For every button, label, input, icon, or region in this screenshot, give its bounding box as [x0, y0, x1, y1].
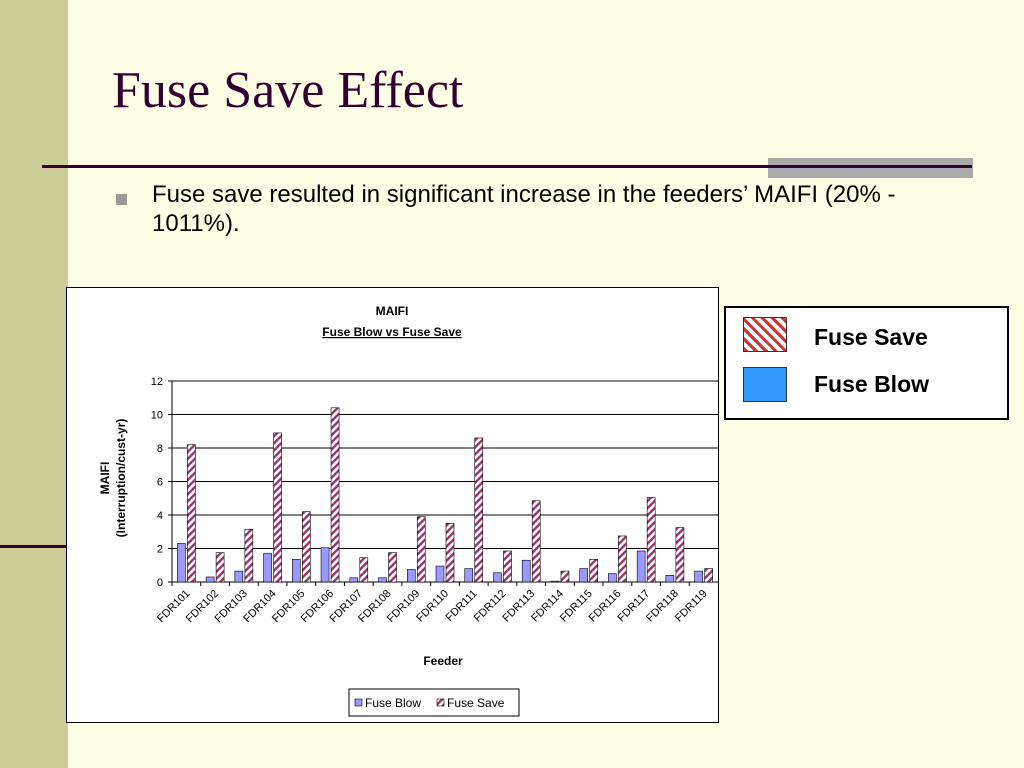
y-tick-label: 12 — [151, 376, 163, 388]
bar-fuse-blow — [177, 543, 186, 583]
legend-swatch-fuse-blow — [354, 698, 363, 707]
left-band — [0, 0, 68, 768]
chart-container: MAIFI Fuse Blow vs Fuse Save Feeder MAIF… — [66, 287, 719, 723]
bar-fuse-save — [445, 523, 455, 583]
bar-fuse-blow — [550, 580, 560, 583]
title-rule-accent — [768, 158, 973, 178]
bar-fuse-blow — [205, 576, 215, 583]
bar-fuse-save — [560, 570, 570, 583]
bar-fuse-save — [618, 535, 627, 583]
bar-fuse-save — [215, 552, 225, 583]
bar-fuse-save — [388, 552, 397, 583]
x-axis-label: Feeder — [423, 654, 463, 668]
y-axis-label-line-1: MAIFI — [98, 462, 112, 495]
bar-fuse-blow — [234, 570, 244, 583]
bar-fuse-blow — [665, 574, 675, 583]
bar-fuse-blow — [349, 577, 359, 583]
slide-title: Fuse Save Effect — [112, 62, 464, 119]
y-tick-label: 8 — [157, 443, 163, 455]
fuse-save-legend-label: Fuse Save — [814, 324, 928, 350]
title-rule — [42, 165, 972, 168]
legend-swatch-fuse-save — [436, 698, 445, 707]
y-axis-label-line-2: (Interruption/cust-yr) — [114, 419, 128, 538]
x-tick-label: FDR119 — [673, 588, 710, 625]
fuse-blow-swatch — [743, 367, 787, 402]
bar-fuse-blow — [579, 568, 588, 583]
y-tick-label: 10 — [151, 410, 163, 422]
bar-fuse-save — [330, 407, 340, 583]
y-tick-label: 6 — [157, 477, 163, 489]
bar-fuse-save — [416, 516, 426, 583]
bar-fuse-blow — [493, 572, 502, 583]
y-tick-label: 2 — [157, 544, 163, 556]
left-band-line — [0, 545, 68, 548]
bar-fuse-blow — [292, 559, 301, 583]
bar-fuse-blow — [608, 573, 617, 583]
bar-fuse-save — [302, 511, 311, 583]
y-tick-label: 0 — [157, 577, 163, 589]
bar-fuse-save — [646, 497, 656, 583]
bar-fuse-save — [704, 568, 713, 583]
bar-fuse-blow — [320, 547, 330, 583]
fuse-save-swatch — [743, 317, 787, 352]
maifi-chart: MAIFI Fuse Blow vs Fuse Save Feeder MAIF… — [98, 304, 718, 717]
bar-fuse-save — [187, 444, 196, 583]
bar-fuse-save — [589, 559, 598, 583]
bar-fuse-blow — [263, 553, 272, 583]
bar-fuse-blow — [464, 568, 474, 583]
legend-label-fuse-save: Fuse Save — [447, 696, 505, 710]
bar-fuse-save — [531, 500, 541, 583]
x-tick-label: FDR110 — [414, 588, 451, 625]
bar-fuse-save — [675, 527, 685, 583]
bar-fuse-save — [273, 432, 282, 583]
bar-fuse-save — [503, 550, 512, 583]
fuse-blow-legend-label: Fuse Blow — [814, 371, 930, 397]
bar-fuse-blow — [636, 550, 646, 583]
bar-fuse-blow — [521, 559, 531, 583]
side-legend: Fuse Save Fuse Blow — [724, 306, 1009, 420]
legend-label-fuse-blow: Fuse Blow — [365, 696, 421, 710]
bar-fuse-save — [474, 437, 484, 583]
bar-fuse-save — [244, 528, 254, 583]
bullet-marker — [116, 188, 138, 210]
y-tick-label: 4 — [157, 510, 163, 522]
bar-fuse-blow — [378, 577, 387, 583]
bar-fuse-blow — [435, 565, 445, 583]
bar-fuse-save — [359, 557, 369, 583]
bullet-text: Fuse save resulted in significant increa… — [152, 181, 896, 237]
bar-fuse-blow — [694, 570, 703, 583]
chart-subtitle: Fuse Blow vs Fuse Save — [322, 325, 462, 339]
bar-fuse-blow — [406, 569, 416, 583]
chart-title: MAIFI — [376, 304, 409, 318]
chart-legend — [348, 688, 520, 717]
